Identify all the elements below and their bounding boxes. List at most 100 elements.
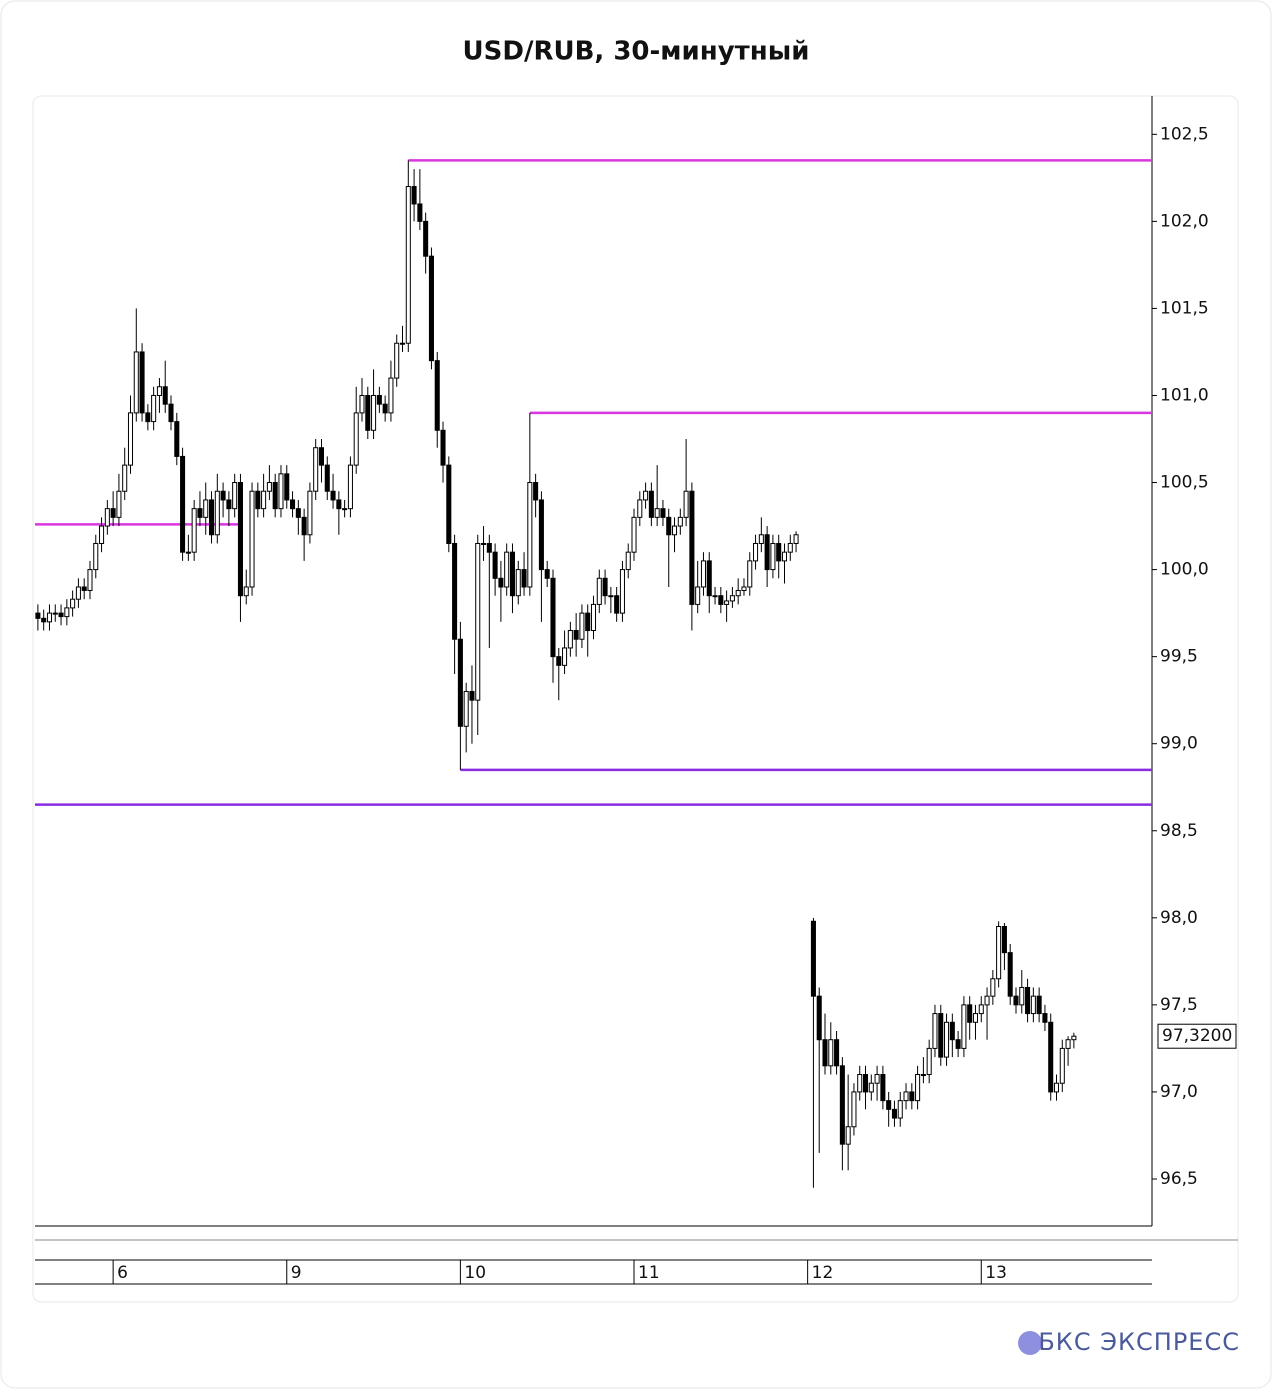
x-tick-label: 11: [638, 1263, 660, 1283]
candle-body: [562, 647, 568, 666]
y-tick-label: 97,0: [1160, 1082, 1198, 1102]
candle-body: [527, 482, 533, 588]
candle-body: [174, 421, 180, 457]
candle-body: [660, 508, 666, 518]
candle-body: [405, 186, 411, 344]
candle-body: [1007, 952, 1013, 997]
candle-body: [695, 586, 701, 605]
candle-body: [336, 499, 342, 510]
candle-body: [122, 464, 128, 492]
candle-body: [862, 1074, 869, 1093]
candle-body: [764, 534, 770, 571]
candle-body: [110, 508, 116, 518]
candle-body: [1013, 995, 1019, 1006]
candle-body: [758, 534, 764, 544]
candle-body: [1065, 1039, 1071, 1049]
candle-body: [457, 638, 463, 727]
candle-body: [810, 920, 816, 997]
candle-body: [874, 1074, 880, 1084]
candle-body: [504, 551, 510, 588]
candle-body: [342, 508, 348, 511]
candle-body: [932, 1013, 938, 1049]
x-tick-label: 10: [464, 1263, 486, 1283]
candle-body: [266, 482, 272, 492]
candle-body: [116, 490, 122, 518]
candle-body: [834, 1039, 840, 1067]
candle-body: [608, 595, 614, 598]
candle-body: [278, 473, 284, 510]
candle-body: [996, 926, 1002, 980]
candle-body: [191, 508, 197, 553]
candle-body: [816, 995, 822, 1041]
candle-body: [741, 586, 747, 591]
candle-body: [567, 630, 573, 649]
candle-body: [139, 351, 145, 414]
last-price-label: 97,3200: [1162, 1026, 1232, 1046]
candle-body: [672, 525, 678, 536]
candle-body: [538, 499, 544, 571]
candle-body: [226, 499, 232, 510]
candle-body: [614, 595, 620, 614]
candle-body: [949, 1021, 955, 1041]
candle-body: [961, 1004, 967, 1049]
candle-body: [261, 490, 267, 510]
candle-body: [498, 577, 504, 588]
candle-body: [654, 508, 660, 518]
candle-body: [550, 577, 556, 658]
candle-body: [313, 447, 319, 492]
candle-body: [851, 1091, 857, 1128]
y-tick-label: 101,5: [1160, 298, 1209, 318]
candle-body: [700, 560, 706, 588]
candle-body: [214, 490, 220, 536]
candle-body: [318, 447, 325, 466]
candle-body: [822, 1039, 828, 1067]
candle-body: [70, 598, 76, 609]
candle-body: [897, 1100, 903, 1119]
candle-body: [75, 586, 81, 600]
candle-body: [753, 542, 759, 562]
candle-body: [625, 551, 631, 571]
candle-body: [382, 403, 388, 414]
candle-body: [1071, 1035, 1077, 1041]
candle-body: [1036, 995, 1042, 1015]
candle-body: [880, 1074, 886, 1102]
candle-body: [168, 403, 174, 423]
candle-body: [978, 1004, 984, 1015]
candle-body: [162, 386, 168, 405]
candle-body: [446, 464, 452, 544]
candle-body: [886, 1100, 892, 1110]
candle-body: [58, 612, 64, 618]
candle-body: [272, 482, 278, 510]
candle-body: [585, 612, 591, 632]
candle-body: [347, 464, 353, 510]
candle-body: [1042, 1013, 1048, 1023]
candle-body: [255, 490, 261, 510]
y-tick-label: 96,5: [1160, 1169, 1198, 1189]
candle-body: [46, 612, 52, 623]
candle-body: [590, 603, 597, 632]
candle-body: [637, 499, 643, 518]
candle-body: [87, 569, 93, 591]
candle-body: [486, 542, 492, 553]
candle-body: [724, 600, 730, 605]
candle-body: [394, 342, 400, 379]
candle-body: [492, 551, 498, 579]
candle-body: [926, 1047, 932, 1076]
candle-body: [475, 542, 481, 701]
y-tick-label: 99,0: [1160, 734, 1198, 754]
candle-body: [237, 482, 243, 597]
candle-body: [423, 220, 429, 257]
candle-body: [509, 551, 515, 597]
candle-body: [729, 595, 735, 602]
candle-body: [857, 1074, 863, 1093]
candle-body: [417, 203, 423, 222]
last-price-box: [1157, 1023, 1237, 1049]
candle-body: [411, 186, 417, 205]
candle-body: [104, 508, 110, 527]
candle-body: [307, 490, 313, 536]
y-tick-label: 98,0: [1160, 908, 1198, 928]
x-tick-label: 13: [985, 1263, 1007, 1283]
y-tick-label: 102,0: [1160, 211, 1209, 231]
candle-body: [533, 482, 539, 501]
